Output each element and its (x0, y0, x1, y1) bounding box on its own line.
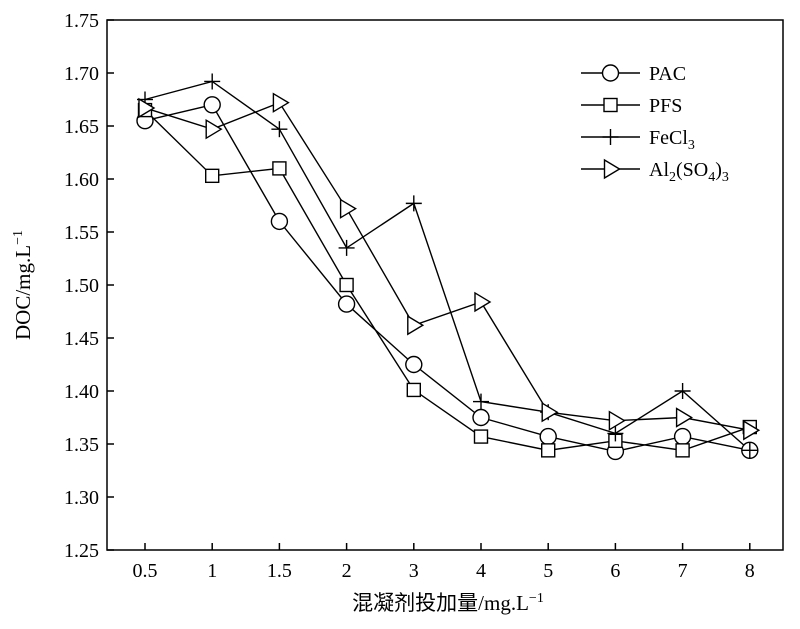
legend-label-pac: PAC (649, 63, 686, 85)
legend-marker-al2-so4-3 (603, 158, 621, 180)
point-al2-so4-3 (608, 410, 626, 431)
point-fecl3 (405, 195, 422, 212)
legend-marker-fecl3 (602, 129, 619, 145)
x-tick-label: 2 (342, 560, 352, 582)
point-pfs (675, 443, 690, 458)
x-tick-label: 7 (678, 560, 688, 582)
y-tick-label: 1.60 (64, 169, 99, 191)
legend-label-al2-so4-3: Al2(SO4)3 (649, 159, 729, 185)
point-pfs (541, 443, 556, 458)
x-tick-label: 1.5 (267, 560, 292, 582)
y-tick-label: 1.25 (64, 540, 99, 562)
x-tick-label: 5 (543, 560, 553, 582)
point-fecl3 (271, 121, 288, 138)
series-line-pfs (144, 109, 751, 452)
point-al2-so4-3 (407, 315, 425, 336)
series-line-fecl3 (144, 80, 751, 451)
point-pfs (406, 382, 421, 398)
point-pac (203, 96, 221, 114)
legend-label-pfs: PFS (649, 95, 682, 117)
point-fecl3 (204, 73, 221, 90)
series-line-pac (144, 103, 750, 453)
point-fecl3 (674, 383, 691, 399)
point-pac (539, 427, 557, 446)
axes-layer: 0.5 1 1.5 2 3 4 5 6 7 8 1.25 1.30 1.35 1.40 1.45 1.50 1.… (64, 10, 755, 582)
point-al2-so4-3 (138, 97, 156, 119)
point-al2-so4-3 (541, 401, 559, 423)
point-pfs (473, 429, 489, 444)
y-tick-label: 1.70 (64, 63, 99, 85)
point-pac (405, 355, 423, 374)
point-pfs (339, 277, 354, 293)
legend-marker-pfs (603, 97, 618, 113)
point-al2-so4-3 (474, 291, 492, 313)
y-axis-title: DOC/mg.L−1 (11, 230, 35, 340)
point-al2-so4-3 (743, 419, 761, 441)
point-al2-so4-3 (339, 198, 357, 219)
point-al2-so4-3 (272, 92, 290, 113)
x-axis-title: 混凝剂投加量/mg.L−1 (352, 591, 544, 615)
y-tick-label: 1.65 (64, 116, 99, 138)
point-pac (673, 427, 692, 446)
point-al2-so4-3 (675, 407, 693, 428)
y-tick-label: 1.35 (64, 434, 99, 456)
point-fecl3 (473, 393, 489, 410)
y-tick-label: 1.55 (64, 222, 99, 244)
point-fecl3 (607, 425, 624, 442)
y-tick-label: 1.50 (64, 275, 99, 297)
point-pfs (204, 168, 220, 184)
y-tick-label: 1.40 (64, 381, 99, 403)
series-line-al2-so4-3 (144, 101, 750, 431)
x-tick-label: 3 (409, 560, 419, 582)
point-pfs (272, 161, 287, 176)
x-tick-label: 1 (207, 560, 217, 582)
y-tick-label: 1.75 (64, 10, 99, 32)
legend-label-fecl3: FeCl3 (649, 127, 695, 153)
point-pac (472, 408, 490, 427)
x-tick-label: 6 (610, 560, 620, 582)
series-layer (136, 73, 761, 461)
point-al2-so4-3 (205, 118, 223, 140)
y-tick-label: 1.30 (64, 487, 99, 509)
point-pac (270, 212, 289, 231)
point-fecl3 (338, 239, 355, 256)
legend-marker-pac (601, 64, 620, 82)
point-fecl3 (741, 442, 758, 459)
point-pac (337, 295, 356, 313)
x-tick-label: 8 (745, 560, 755, 582)
x-tick-label: 4 (476, 560, 486, 582)
legend: PAC PFS FeCl3 Al2(SO4)3 (581, 63, 729, 185)
y-tick-label: 1.45 (64, 328, 99, 350)
x-tick-label: 0.5 (133, 560, 158, 582)
